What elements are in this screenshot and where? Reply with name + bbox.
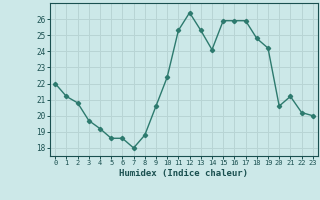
X-axis label: Humidex (Indice chaleur): Humidex (Indice chaleur) [119, 169, 249, 178]
